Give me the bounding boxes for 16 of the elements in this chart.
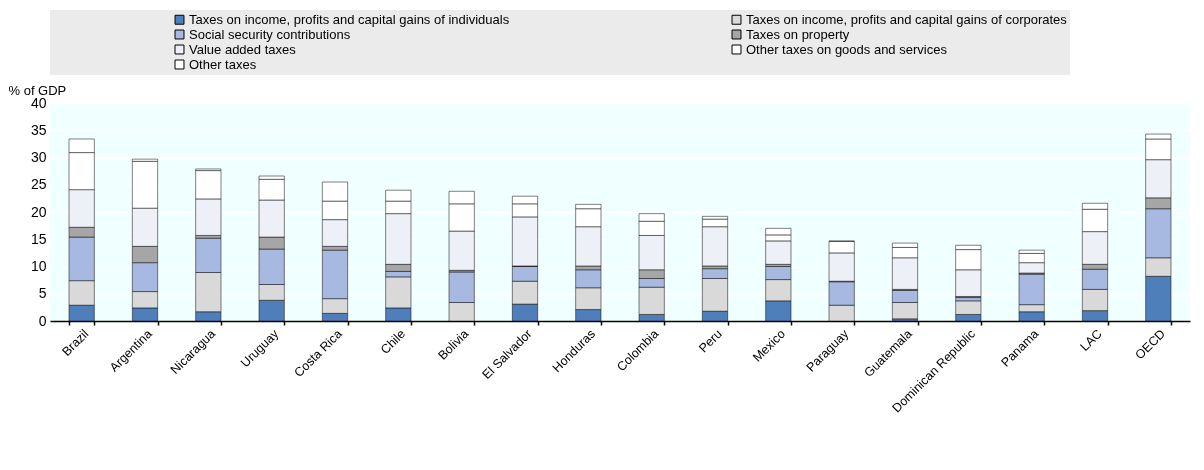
y-tick-label: 25 <box>30 176 47 193</box>
legend-label: Social security contributions <box>189 26 351 42</box>
y-tick-label: 5 <box>38 285 47 302</box>
legend-label: Taxes on income, profits and capital gains of individuals <box>189 11 510 27</box>
y-tick-label: 20 <box>30 203 47 220</box>
y-tick-label: 0 <box>38 312 47 329</box>
legend-label: Other taxes <box>189 56 257 72</box>
y-tick-label: 30 <box>30 149 47 165</box>
legend-label: Taxes on property <box>746 26 850 42</box>
legend-label: Taxes on income, profits and capital gains of corporates <box>746 11 1068 27</box>
y-tick-label: 10 <box>30 258 47 274</box>
y-tick-label: 35 <box>30 121 47 138</box>
x-tick-label: LAC <box>1077 326 1105 354</box>
legend-label: Value added taxes <box>189 41 297 57</box>
y-tick-label: 15 <box>30 230 47 247</box>
legend-label: Other taxes on goods and services <box>746 41 948 57</box>
